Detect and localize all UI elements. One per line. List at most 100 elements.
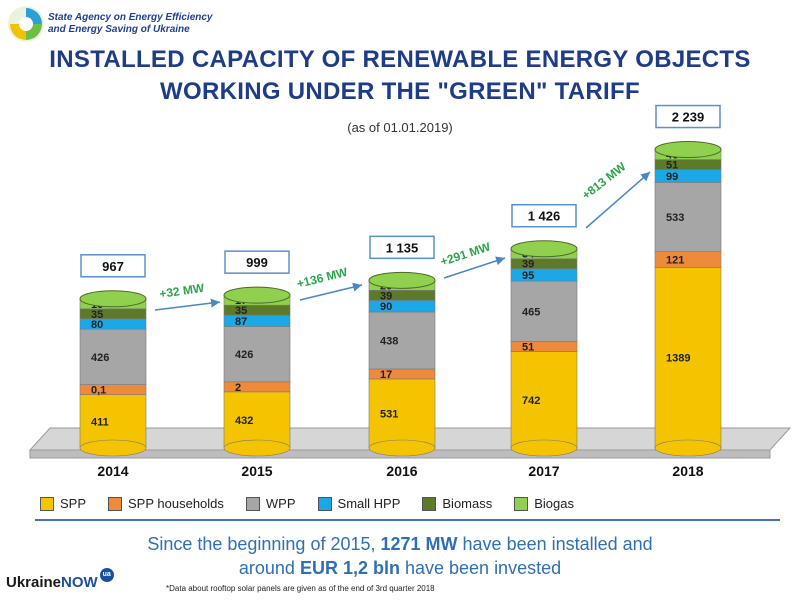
x-tick-label: 2014 [97, 463, 128, 479]
bar-segment-small-hpp [368, 300, 436, 313]
growth-arrow [585, 171, 651, 229]
bar-segment-spp [654, 267, 722, 449]
x-tick-label: 2015 [241, 463, 272, 479]
x-tick-label: 2017 [528, 463, 559, 479]
legend-item: WPP [245, 496, 296, 511]
legend-swatch [317, 496, 332, 511]
bar-segment-biomass [510, 258, 578, 270]
segment-label: 90 [380, 301, 392, 313]
bar-segment-spp-households [223, 381, 291, 393]
chart-subtitle: (as of 01.01.2019) [347, 120, 453, 135]
bar-segment-biomass [223, 304, 291, 316]
bar-segment-biomass [368, 290, 436, 301]
segment-label: 465 [522, 306, 540, 318]
legend-label: SPP [60, 496, 87, 511]
segment-label: 51 [522, 342, 534, 354]
segment-label: 35 [235, 305, 247, 317]
bar-segment-small-hpp [654, 169, 722, 183]
segment-label: 95 [522, 270, 534, 282]
growth-label: +136 MW [295, 265, 349, 291]
brand-now: NOW [61, 574, 98, 591]
brand-word: Ukraine [6, 574, 62, 591]
segment-label: 17 [380, 369, 392, 381]
legend-label: Biogas [534, 496, 574, 511]
growth-arrow [443, 256, 506, 279]
bar-segment-wpp [510, 280, 578, 342]
x-tick-label: 2016 [386, 463, 417, 479]
bar-base [368, 439, 436, 457]
legend-swatch [40, 496, 54, 511]
legend-label: Small HPP [337, 496, 401, 511]
bar-segment-spp-households [654, 251, 722, 268]
footer-statement-line-1: Since the beginning of 2015, 1271 MW hav… [0, 534, 800, 555]
footnote: *Data about rooftop solar panels are giv… [166, 584, 435, 593]
segment-label: 35 [91, 309, 103, 321]
bar-segment-small-hpp [223, 314, 291, 327]
agency-name: State Agency on Energy Efficiency and En… [48, 12, 213, 36]
total-box [511, 203, 577, 228]
segment-label: 426 [235, 349, 253, 361]
footer-text: around [238, 558, 300, 578]
bar-base [510, 439, 578, 457]
footer-text: have been installed and [457, 534, 653, 554]
segment-label: 99 [666, 171, 678, 183]
total-label: 2 239 [672, 110, 705, 125]
segment-label: 0,1 [91, 385, 106, 397]
agency-line-2: and Energy Saving of Ukraine [48, 24, 190, 35]
ukraine-now-logo: UkraineNOW ua [6, 568, 114, 591]
total-label: 967 [102, 259, 124, 274]
bar-segment-wpp [654, 182, 722, 253]
legend-item: SPP households [108, 496, 224, 511]
segment-label: 411 [91, 416, 109, 428]
bar-top-cap [368, 271, 436, 289]
bar-segment-spp [223, 391, 291, 449]
bar-segment-wpp [223, 326, 291, 383]
chart-title: INSTALLED CAPACITY OF RENEWABLE ENERGY O… [49, 46, 751, 105]
segment-label: 742 [522, 395, 540, 407]
legend-label: Biomass [442, 496, 493, 511]
bar-base [79, 439, 147, 457]
bar-segment-wpp [79, 328, 147, 385]
segment-label: 121 [666, 255, 684, 267]
bar-segment-spp-households [368, 368, 436, 380]
legend-label: SPP households [128, 496, 224, 511]
bar-segment-biomass [654, 159, 722, 170]
segment-label: 87 [235, 316, 247, 328]
bar-top-cap [510, 240, 578, 258]
bar-top-cap [654, 141, 722, 159]
footer-highlight-mw: 1271 MW [380, 534, 458, 554]
bar-segment-spp-households [510, 341, 578, 352]
bar-base [223, 439, 291, 457]
bar-segment-spp-households [79, 384, 147, 395]
growth-arrow [154, 298, 221, 311]
segment-label: 80 [91, 319, 103, 331]
growth-label: +32 MW [158, 281, 205, 301]
bar-segment-small-hpp [79, 318, 147, 330]
bar-top-cap [223, 286, 291, 304]
stacked-bar-chart: 4110,14268035159672014432242687351799920… [28, 104, 792, 479]
segment-label: 39 [380, 290, 392, 302]
footer-text: have been invested [399, 558, 562, 578]
segment-label: 2 [235, 382, 241, 394]
legend-item: SPP [40, 496, 86, 511]
legend-item: Biomass [422, 496, 492, 511]
legend-item: Biogas [514, 496, 574, 511]
segment-label: 1389 [666, 353, 690, 365]
total-label: 1 426 [528, 209, 561, 224]
legend-swatch [422, 496, 437, 511]
segment-label: 426 [91, 352, 109, 364]
legend-swatch [108, 496, 123, 511]
total-label: 1 135 [386, 240, 419, 255]
legend-swatch [245, 496, 260, 511]
legend-item: Small HPP [317, 496, 401, 511]
total-box [80, 254, 146, 278]
bar-segment-spp [510, 351, 578, 449]
legend-swatch [514, 496, 529, 511]
segment-label: 51 [666, 160, 678, 172]
agency-logo [8, 6, 44, 42]
x-tick-label: 2018 [672, 463, 703, 479]
total-box [655, 104, 721, 129]
segment-label: 39 [522, 259, 534, 271]
total-label: 999 [246, 255, 268, 270]
divider-line [35, 519, 780, 521]
